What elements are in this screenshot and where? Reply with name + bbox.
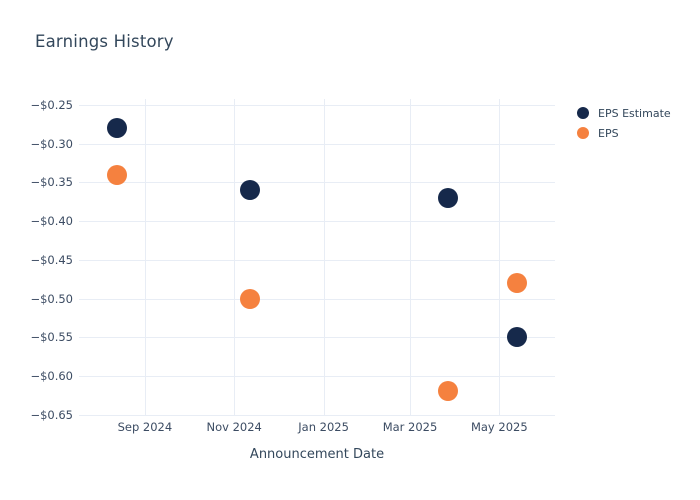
vgridline <box>410 99 411 415</box>
y-tick-label: −$0.60 <box>30 368 73 383</box>
data-point-eps[interactable] <box>107 164 128 185</box>
x-tick-label: Nov 2024 <box>206 420 262 434</box>
hgridline <box>79 221 555 223</box>
legend-marker-icon <box>577 127 589 139</box>
hgridline <box>79 105 555 106</box>
y-tick-label: −$0.30 <box>30 136 73 151</box>
data-point-eps[interactable] <box>506 273 527 293</box>
hgridline <box>79 182 555 184</box>
x-tick-label: May 2025 <box>470 420 528 434</box>
data-point-eps-estimate[interactable] <box>438 187 459 208</box>
x-tick-label: Jan 2025 <box>298 420 349 434</box>
legend-item-eps[interactable]: EPS <box>577 123 671 143</box>
hgridline <box>79 414 555 416</box>
legend-label: EPS Estimate <box>598 106 671 120</box>
vgridline <box>234 99 236 415</box>
data-point-eps-estimate[interactable] <box>506 327 527 348</box>
x-tick-label: Mar 2025 <box>382 420 438 434</box>
y-tick-label: −$0.65 <box>30 407 73 422</box>
x-tick-label: Sep 2024 <box>117 420 173 434</box>
chart-title: Earnings History <box>35 32 174 51</box>
legend-item-eps-estimate[interactable]: EPS Estimate <box>577 103 671 123</box>
hgridline <box>79 143 555 145</box>
hgridline <box>79 375 555 377</box>
legend-label: EPS <box>598 126 619 140</box>
hgridline <box>79 259 555 261</box>
y-tick-label: −$0.40 <box>30 214 73 229</box>
plot-area <box>79 99 555 416</box>
vgridline <box>499 99 501 415</box>
y-tick-label: −$0.55 <box>30 330 73 345</box>
data-point-eps[interactable] <box>438 381 459 402</box>
y-tick-label: −$0.50 <box>30 291 73 306</box>
data-point-eps[interactable] <box>240 288 261 309</box>
hgridline <box>79 298 555 300</box>
hgridline <box>79 337 555 339</box>
vgridline <box>323 99 325 415</box>
legend-marker-icon <box>577 107 589 119</box>
y-tick-label: −$0.25 <box>30 98 73 112</box>
x-axis-title: Announcement Date <box>249 447 385 462</box>
y-tick-label: −$0.45 <box>30 252 73 267</box>
data-point-eps-estimate[interactable] <box>240 180 261 201</box>
y-tick-label: −$0.35 <box>30 175 73 190</box>
vgridline <box>144 99 146 415</box>
data-point-eps-estimate[interactable] <box>107 118 128 139</box>
legend: EPS Estimate EPS <box>577 103 671 143</box>
